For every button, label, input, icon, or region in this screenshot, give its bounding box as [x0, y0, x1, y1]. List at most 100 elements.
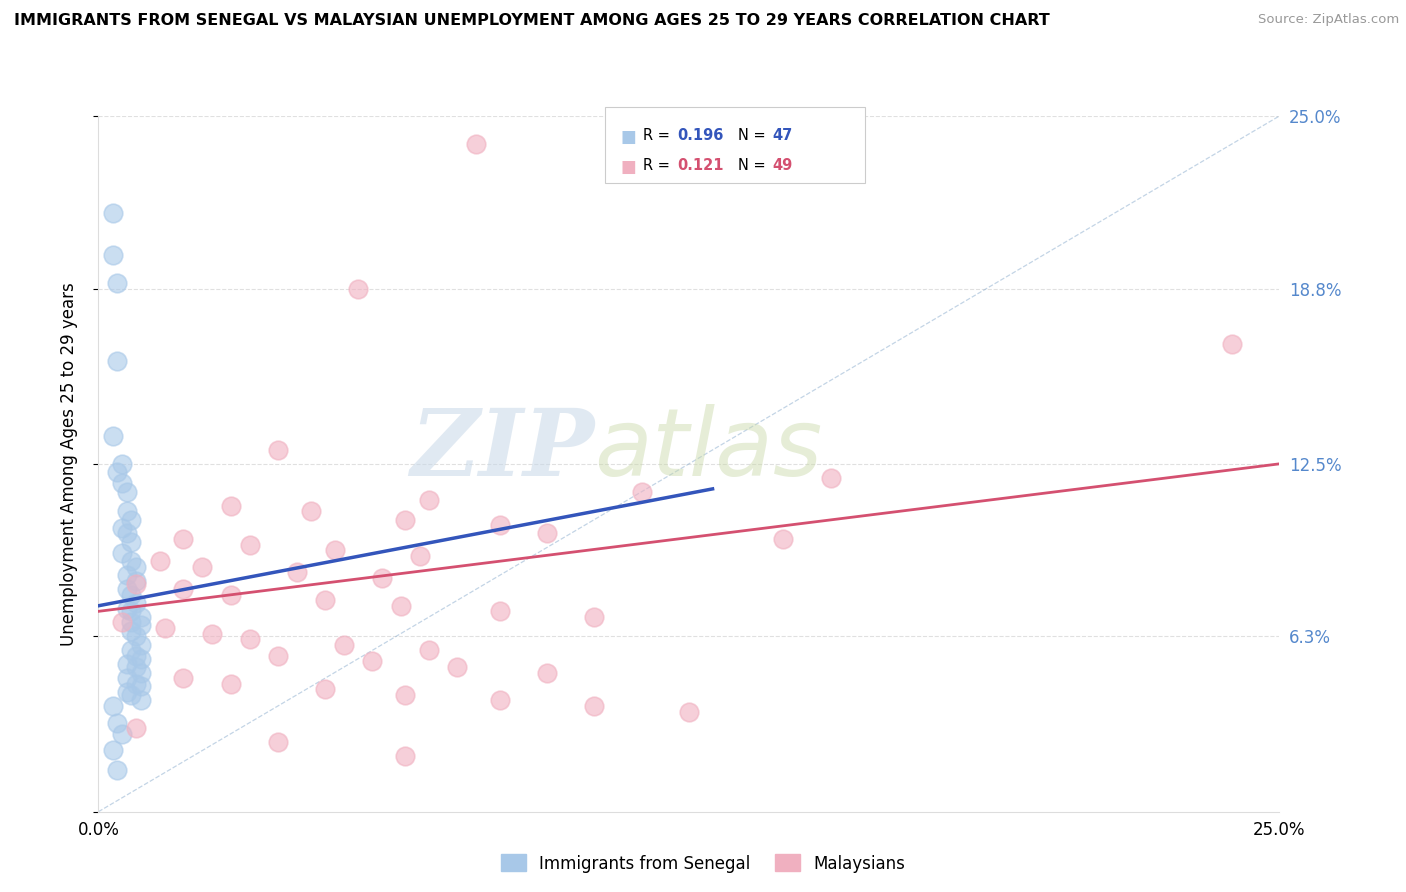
Point	[101, 743, 124, 757]
Text: IMMIGRANTS FROM SENEGAL VS MALAYSIAN UNEMPLOYMENT AMONG AGES 25 TO 29 YEARS CORR: IMMIGRANTS FROM SENEGAL VS MALAYSIAN UNE…	[14, 13, 1050, 29]
Text: Source: ZipAtlas.com: Source: ZipAtlas.com	[1258, 13, 1399, 27]
Text: 49: 49	[772, 158, 792, 173]
Point	[267, 735, 290, 749]
Point	[465, 136, 488, 151]
Point	[219, 676, 242, 690]
Point	[1220, 337, 1243, 351]
Point	[285, 566, 308, 580]
Text: 47: 47	[772, 128, 792, 143]
Point	[172, 582, 194, 596]
Point	[394, 749, 416, 764]
Point	[446, 660, 468, 674]
Legend: Immigrants from Senegal, Malaysians: Immigrants from Senegal, Malaysians	[494, 847, 912, 880]
Point	[129, 610, 152, 624]
Text: 0.121: 0.121	[678, 158, 724, 173]
Point	[121, 604, 143, 618]
Text: ■: ■	[620, 128, 636, 145]
Point	[105, 354, 128, 368]
Y-axis label: Unemployment Among Ages 25 to 29 years: Unemployment Among Ages 25 to 29 years	[59, 282, 77, 646]
Point	[361, 655, 384, 669]
Point	[394, 688, 416, 702]
Point	[121, 554, 143, 568]
Point	[630, 484, 652, 499]
Point	[149, 554, 172, 568]
Text: N =: N =	[738, 158, 770, 173]
Point	[121, 588, 143, 602]
Point	[115, 484, 138, 499]
Point	[219, 588, 242, 602]
Point	[172, 671, 194, 685]
Point	[111, 727, 134, 741]
Point	[172, 532, 194, 546]
Point	[101, 429, 124, 443]
Text: 0.196: 0.196	[678, 128, 724, 143]
Point	[111, 457, 134, 471]
Point	[115, 657, 138, 672]
Point	[105, 465, 128, 479]
Point	[115, 601, 138, 615]
Point	[125, 574, 148, 588]
Point	[219, 499, 242, 513]
Point	[129, 665, 152, 680]
Point	[125, 559, 148, 574]
Point	[418, 493, 440, 508]
Point	[125, 660, 148, 674]
Point	[489, 518, 512, 533]
Point	[129, 638, 152, 652]
Point	[97, 25, 120, 39]
Point	[121, 615, 143, 630]
Point	[333, 638, 356, 652]
Point	[121, 688, 143, 702]
Point	[536, 665, 558, 680]
Point	[115, 568, 138, 582]
Point	[129, 680, 152, 694]
Point	[121, 512, 143, 526]
Point	[111, 615, 134, 630]
Point	[111, 521, 134, 535]
Point	[678, 705, 700, 719]
Point	[418, 643, 440, 657]
Text: N =: N =	[738, 128, 770, 143]
Point	[101, 698, 124, 713]
Point	[536, 526, 558, 541]
Point	[101, 248, 124, 262]
Point	[129, 693, 152, 707]
Point	[153, 621, 176, 635]
Point	[111, 476, 134, 491]
Point	[191, 559, 214, 574]
Point	[299, 504, 322, 518]
Point	[115, 526, 138, 541]
Point	[394, 512, 416, 526]
Point	[820, 471, 842, 485]
Point	[772, 532, 794, 546]
Point	[239, 537, 262, 551]
Text: R =: R =	[643, 128, 673, 143]
Point	[121, 624, 143, 638]
Point	[115, 504, 138, 518]
Point	[489, 604, 512, 618]
Point	[314, 682, 336, 697]
Point	[267, 442, 290, 457]
Point	[101, 206, 124, 220]
Point	[115, 582, 138, 596]
Point	[125, 629, 148, 643]
Text: R =: R =	[643, 158, 673, 173]
Point	[115, 685, 138, 699]
Point	[121, 643, 143, 657]
Point	[125, 596, 148, 610]
Point	[125, 721, 148, 735]
Point	[583, 698, 606, 713]
Point	[267, 648, 290, 663]
Point	[105, 715, 128, 730]
Point	[323, 543, 346, 558]
Text: ■: ■	[620, 158, 636, 176]
Text: atlas: atlas	[595, 404, 823, 495]
Point	[129, 618, 152, 632]
Point	[389, 599, 412, 613]
Point	[115, 671, 138, 685]
Point	[125, 576, 148, 591]
Point	[125, 676, 148, 690]
Point	[371, 571, 394, 585]
Point	[111, 546, 134, 560]
Point	[408, 549, 430, 563]
